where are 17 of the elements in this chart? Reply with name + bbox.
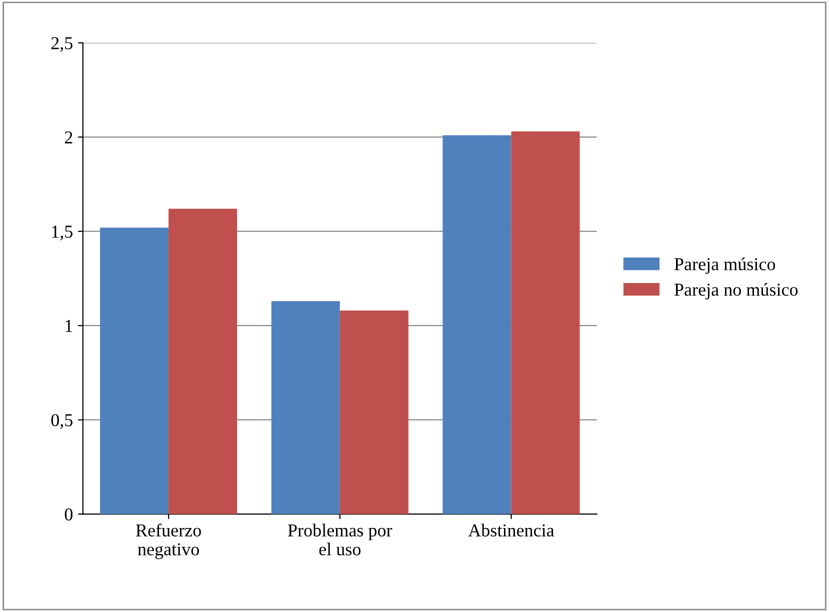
y-tick-label: 0,5 [51, 414, 72, 429]
bar [168, 208, 238, 514]
x-tick-label: Refuerzo negativo [136, 524, 201, 560]
y-tick-label: 2 [64, 131, 72, 144]
bar [271, 301, 340, 514]
bar [340, 310, 408, 514]
x-tick-label: Problemas por el uso [288, 524, 392, 556]
x-tick-label: Abstinencia [468, 524, 554, 537]
y-tick-label: 0 [64, 508, 72, 521]
y-tick-label: 2,5 [51, 37, 72, 52]
legend-label: Pareja músico [674, 258, 776, 274]
bar [100, 228, 169, 514]
y-tick-label: 1,5 [52, 226, 72, 240]
bar [511, 131, 580, 514]
bar [442, 135, 512, 514]
legend-label: Pareja no músico [674, 283, 798, 300]
y-tick-label: 1 [66, 320, 72, 332]
